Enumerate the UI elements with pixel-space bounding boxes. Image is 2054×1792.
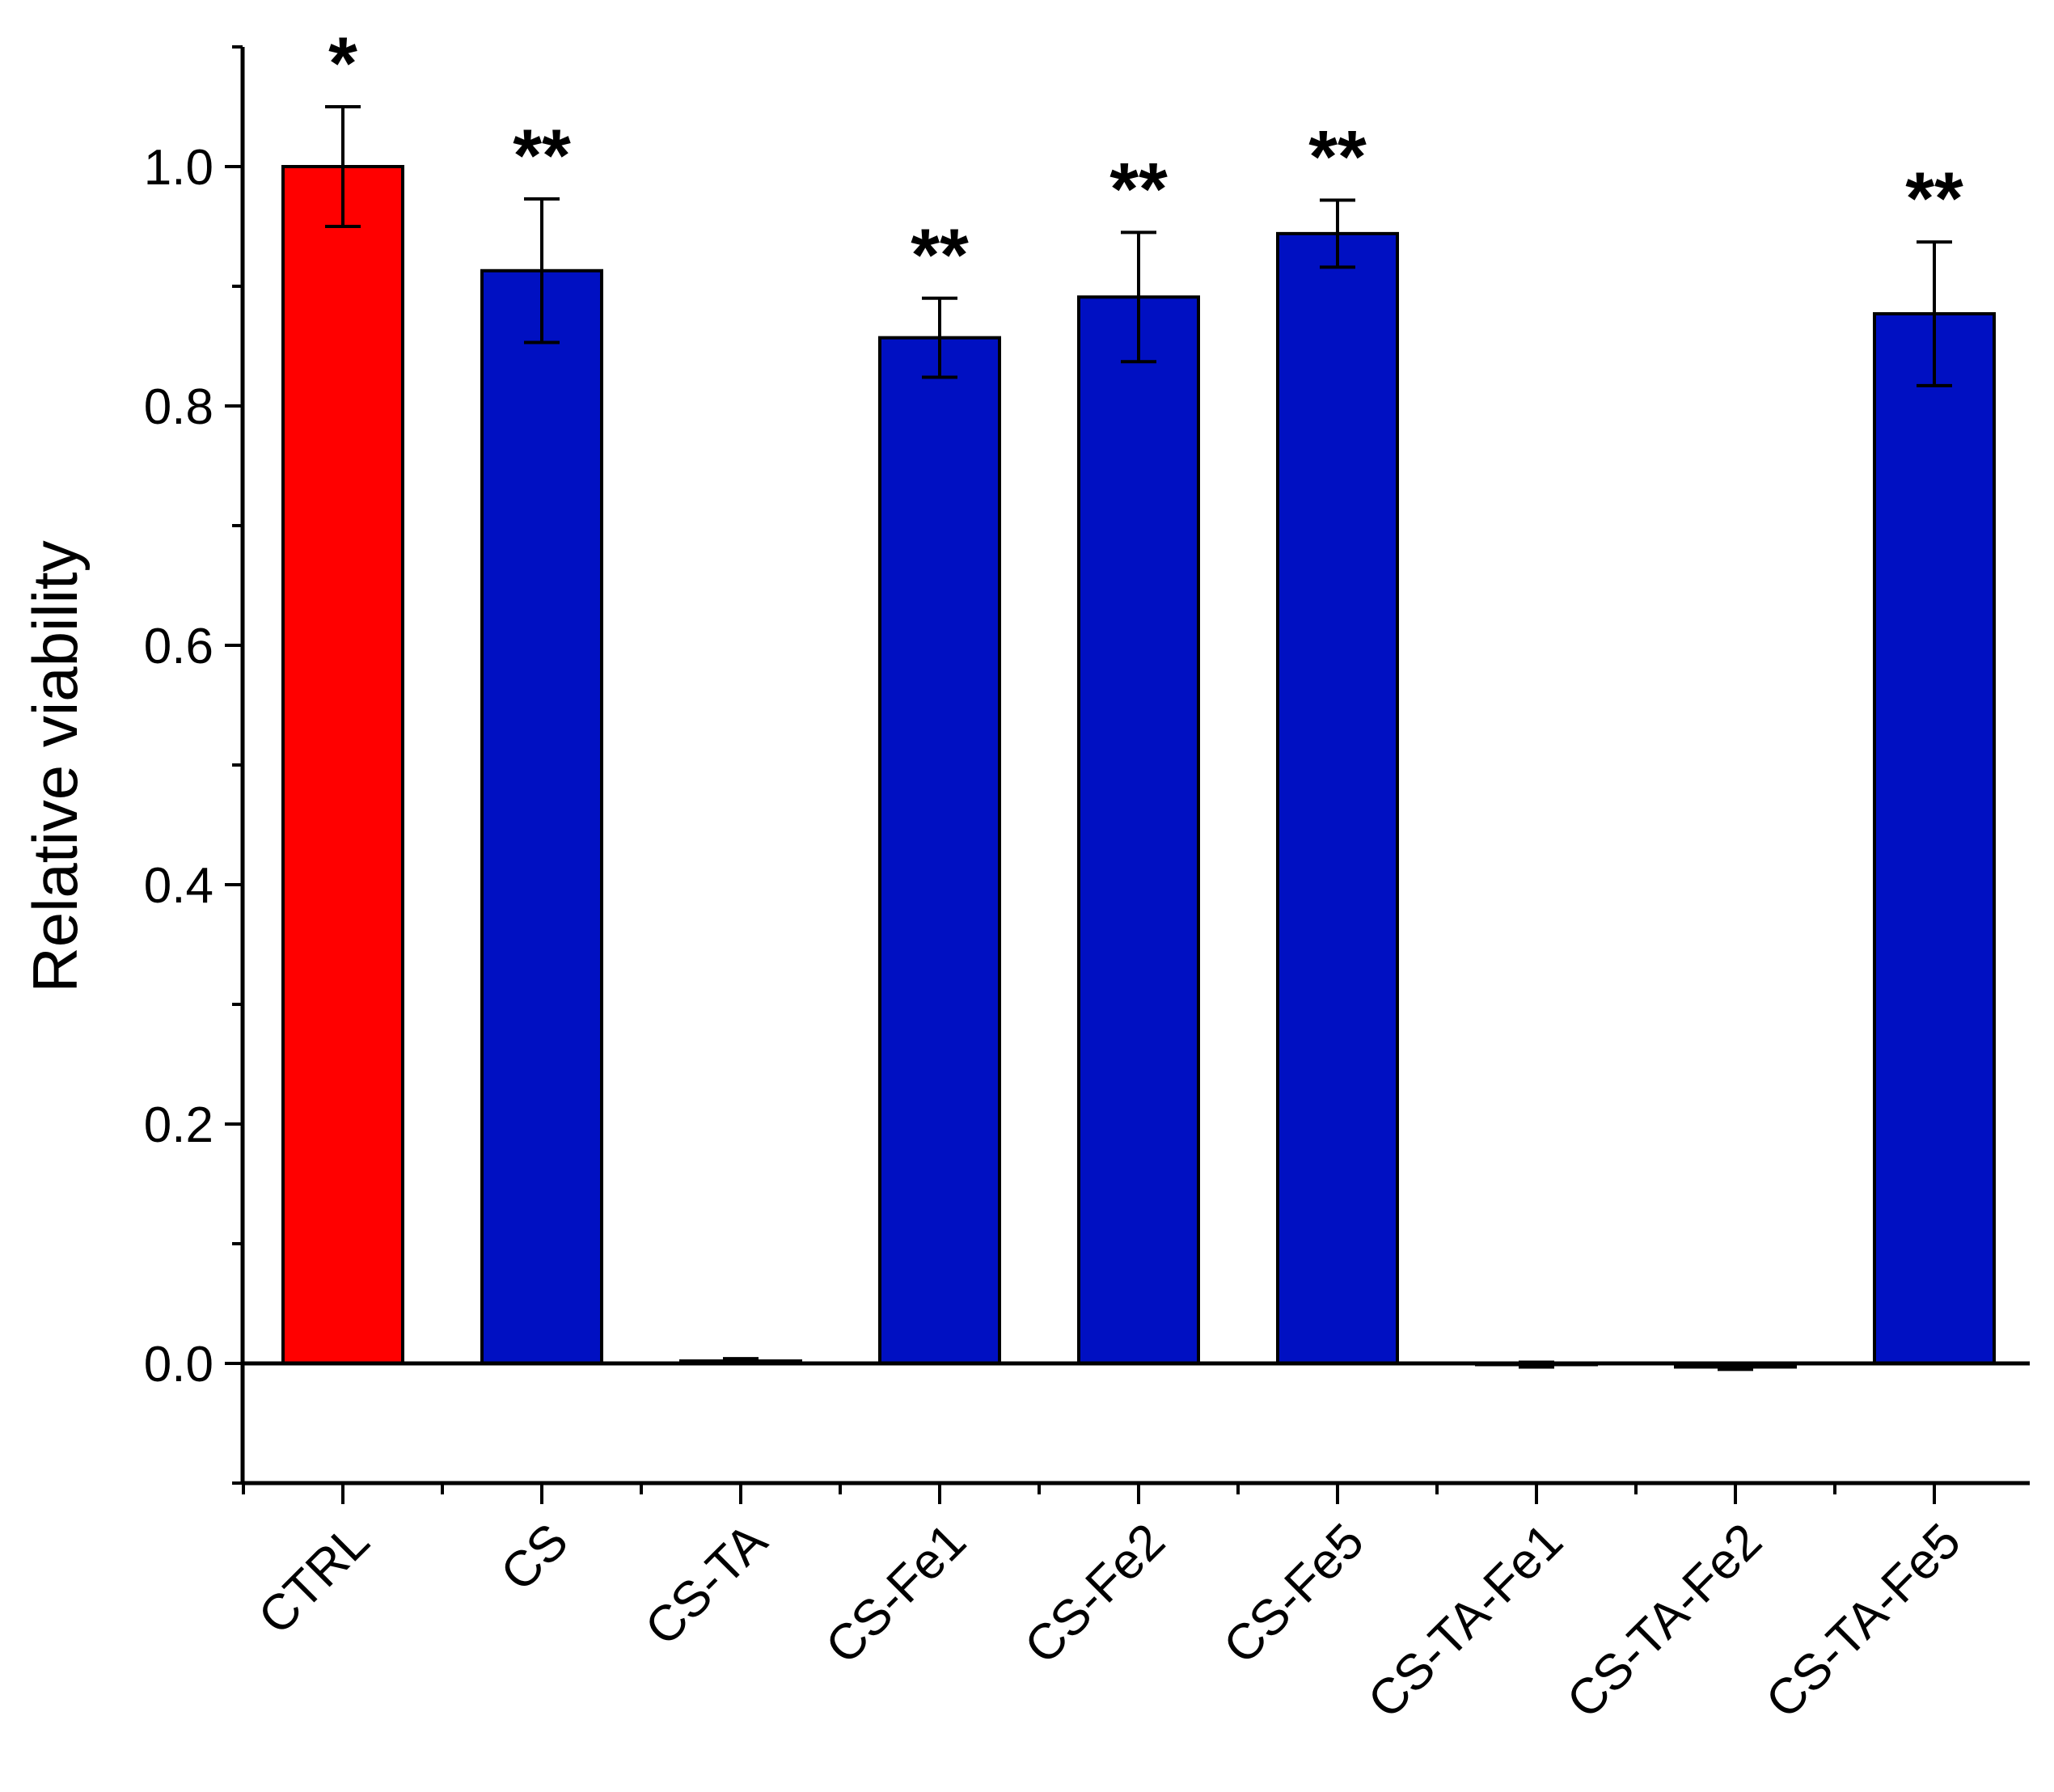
x-category-label: CTRL [248,1513,380,1645]
y-tick-label: 0.0 [144,1337,213,1393]
significance-marker: ** [1109,148,1168,230]
x-category-label: CS-TA-Fe2 [1557,1513,1773,1729]
bar-cs-fe5 [1276,231,1399,1365]
bar-cs-ta-fe5 [1873,312,1996,1365]
bar-cs-fe1 [878,336,1001,1365]
x-category-label: CS-Fe1 [815,1513,977,1675]
bar-ctrl [281,165,404,1365]
y-tick-label: 0.2 [144,1097,213,1153]
x-category-label: CS-TA-Fe5 [1756,1513,1972,1729]
axes-layer [225,45,2030,1504]
x-category-label: CS-TA [635,1513,779,1657]
significance-marker: ** [911,214,969,297]
x-category-label: CS-TA-Fe1 [1358,1513,1574,1729]
x-category-label: CS [490,1513,579,1602]
y-tick-label: 0.8 [144,379,213,435]
significance-marker: ** [1905,158,1963,240]
x-category-label: CS-Fe5 [1213,1513,1375,1675]
y-tick-label: 1.0 [144,140,213,196]
bar-cs [480,268,603,1365]
significance-marker: ** [1308,116,1367,198]
y-tick-label: 0.4 [144,858,213,914]
x-category-label: CS-Fe2 [1014,1513,1176,1675]
y-axis-title: Relative viability [19,540,91,992]
significance-marker: * [328,23,357,105]
bar-cs-fe2 [1077,295,1200,1366]
y-tick-label: 0.6 [144,619,213,674]
significance-marker: ** [513,115,571,197]
